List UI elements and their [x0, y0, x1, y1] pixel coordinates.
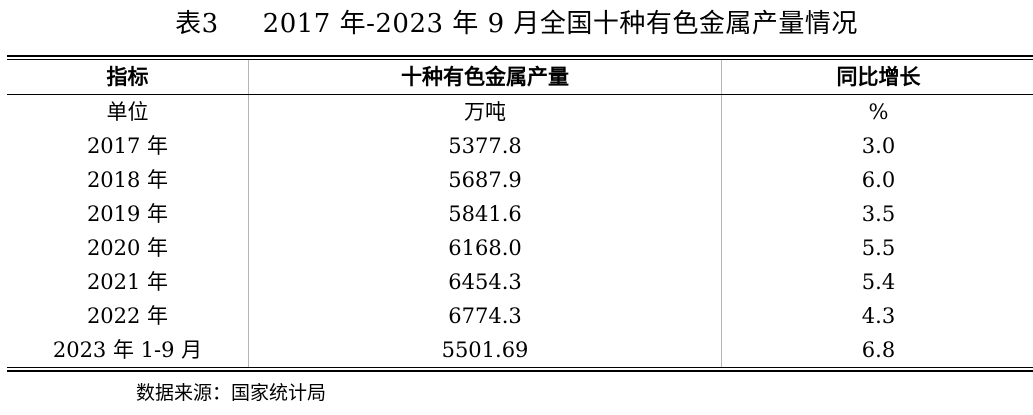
row-growth: 3.5: [721, 197, 1033, 231]
table-row: 2023 年 1-9 月 5501.69 6.8: [7, 333, 1033, 367]
data-source-note: 数据来源：国家统计局: [136, 382, 327, 404]
production-table: 指标 十种有色金属产量 同比增长 单位 万吨 % 2017 年 5377.8 3…: [7, 60, 1033, 367]
row-period: 2017 年: [86, 134, 169, 158]
top-rule-thin: [7, 59, 1033, 60]
row-growth: 5.4: [721, 265, 1033, 299]
row-growth: 5.5: [721, 231, 1033, 265]
header-growth: 同比增长: [721, 60, 1033, 95]
row-output: 6168.0: [248, 231, 722, 265]
table-number: 表3: [175, 9, 219, 39]
row-growth: 6.8: [721, 333, 1033, 367]
row-growth: 6.0: [721, 163, 1033, 197]
table-row: 2022 年 6774.3 4.3: [7, 299, 1033, 333]
row-output: 5687.9: [248, 163, 722, 197]
row-period: 2023 年 1-9 月: [52, 338, 203, 362]
row-period: 2021 年: [86, 270, 169, 294]
top-rule-thick: [7, 55, 1033, 57]
header-row: 指标 十种有色金属产量 同比增长: [7, 60, 1033, 95]
row-output: 5501.69: [248, 333, 722, 367]
table-row: 2021 年 6454.3 5.4: [7, 265, 1033, 299]
bottom-rule-thick: [7, 370, 1033, 372]
row-output: 5377.8: [248, 129, 722, 163]
row-period: 2018 年: [86, 168, 169, 192]
row-output: 5841.6: [248, 197, 722, 231]
table-title: 表3 2017 年-2023 年 9 月全国十种有色金属产量情况: [0, 4, 1033, 44]
header-output: 十种有色金属产量: [248, 60, 722, 95]
unit-row: 单位 万吨 %: [7, 94, 1033, 129]
unit-label: 单位: [106, 100, 149, 124]
row-period: 2022 年: [86, 304, 169, 328]
row-growth: 4.3: [721, 299, 1033, 333]
table-row: 2018 年 5687.9 6.0: [7, 163, 1033, 197]
row-period: 2020 年: [86, 236, 169, 260]
row-period: 2019 年: [86, 202, 169, 226]
unit-growth: %: [721, 94, 1033, 129]
bottom-rule-thin: [7, 367, 1033, 368]
table-caption: 2017 年-2023 年 9 月全国十种有色金属产量情况: [262, 9, 858, 39]
row-output: 6774.3: [248, 299, 722, 333]
table-row: 2019 年 5841.6 3.5: [7, 197, 1033, 231]
unit-output: 万吨: [248, 94, 722, 129]
row-output: 6454.3: [248, 265, 722, 299]
row-growth: 3.0: [721, 129, 1033, 163]
table-row: 2020 年 6168.0 5.5: [7, 231, 1033, 265]
table-row: 2017 年 5377.8 3.0: [7, 129, 1033, 163]
header-indicator: 指标: [7, 60, 249, 95]
